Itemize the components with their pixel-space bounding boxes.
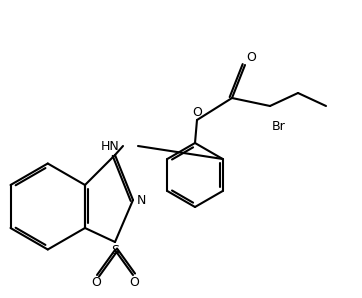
Text: O: O: [246, 51, 256, 64]
Text: HN: HN: [101, 139, 120, 153]
Text: O: O: [129, 276, 139, 289]
Text: S: S: [111, 244, 119, 257]
Text: O: O: [192, 106, 202, 119]
Text: O: O: [91, 276, 101, 289]
Text: N: N: [137, 195, 146, 207]
Text: Br: Br: [272, 120, 286, 133]
